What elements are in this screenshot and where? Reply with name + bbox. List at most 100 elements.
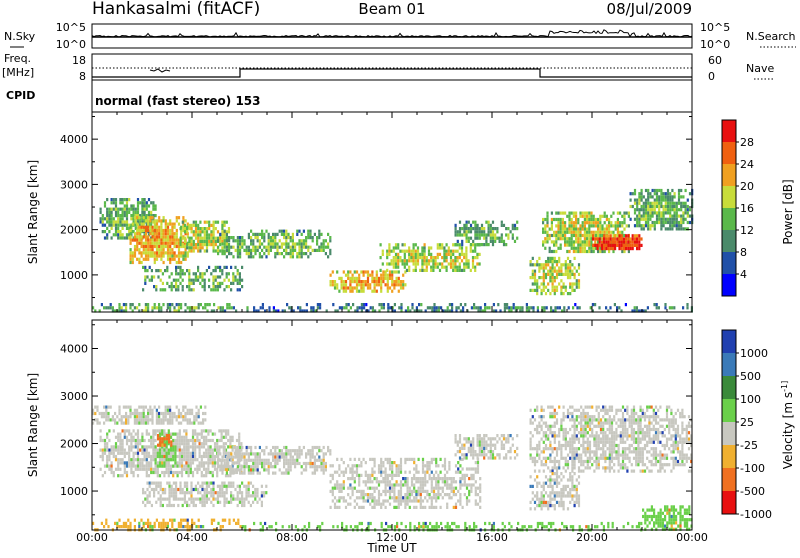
echo-cell [415,266,417,269]
echo-cell [347,477,349,480]
echo-cell [459,269,461,272]
echo-cell [542,221,544,224]
echo-cell [573,247,575,250]
echo-cell [121,422,123,425]
echo-cell [179,445,181,448]
echo-cell [193,233,195,236]
echo-cell [94,406,96,409]
echo-cell [204,237,206,240]
echo-cell [144,201,146,204]
echo-cell [426,490,428,493]
echo-cell [429,461,431,464]
echo-cell [638,234,640,237]
echo-cell [356,474,358,477]
echo-cell [349,471,351,474]
echo-cell [204,412,206,415]
echo-cell [433,474,435,477]
echo-cell [647,221,649,224]
echo-cell [352,477,354,480]
echo-cell [248,465,250,468]
echo-cell [361,303,363,306]
echo-cell [133,204,135,207]
echo-cell [241,494,243,497]
echo-cell [130,235,132,238]
echo-cell [682,306,684,309]
echo-cell [576,282,578,285]
echo-cell [252,491,254,494]
echo-cell [417,250,419,253]
echo-cell [397,243,399,246]
echo-cell [632,247,634,250]
echo-cell [226,456,228,459]
echo-cell [492,456,494,459]
echo-cell [263,246,265,249]
echo-cell [137,439,139,442]
echo-cell [566,244,568,247]
echo-cell [367,496,369,499]
echo-cell [141,452,143,455]
echo-cell [413,246,415,249]
echo-cell [513,306,515,309]
echo-cell [557,306,559,309]
echo-cell [415,467,417,470]
echo-cell [671,189,673,192]
echo-cell [186,501,188,504]
echo-cell [175,485,177,488]
echo-cell [358,506,360,509]
echo-cell [223,279,225,282]
echo-cell [212,449,214,452]
echo-cell [393,474,395,477]
echo-cell [107,412,109,415]
echo-cell [577,237,579,240]
echo-cell [451,480,453,483]
echo-cell [568,218,570,221]
echo-cell [124,214,126,217]
echo-cell [111,465,113,468]
echo-cell [645,221,647,224]
echo-cell [463,453,465,456]
echo-cell [360,493,362,496]
echo-cell [250,255,252,258]
echo-cell [426,493,428,496]
echo-cell [420,506,422,509]
echo-cell [176,406,178,409]
echo-cell [204,482,206,485]
echo-cell [169,232,171,235]
echo-cell [443,253,445,256]
echo-cell [197,482,199,485]
echo-cell [577,234,579,237]
echo-cell [407,477,409,480]
echo-cell [356,286,358,289]
echo-cell [155,204,157,207]
echo-cell [204,285,206,288]
echo-cell [430,266,432,269]
echo-cell [290,246,292,249]
echo-cell [577,250,579,253]
echo-cell [534,263,536,266]
echo-cell [179,498,181,501]
echo-cell [385,474,387,477]
echo-cell [575,218,577,221]
echo-cell [374,277,376,280]
echo-cell [195,415,197,418]
echo-cell [171,418,173,421]
echo-cell [599,224,601,227]
echo-cell [461,240,463,243]
echo-cell [599,221,601,224]
echo-cell [606,218,608,221]
echo-cell [196,436,198,439]
echo-cell [219,233,221,236]
echo-cell [660,199,662,202]
echo-cell [248,255,250,258]
echo-cell [567,276,569,279]
echo-cell [199,439,201,442]
echo-cell [190,279,192,282]
echo-cell [134,245,136,248]
echo-cell [442,477,444,480]
echo-cell [201,275,203,278]
echo-cell [148,468,150,471]
echo-cell [283,255,285,258]
echo-cell [147,235,149,238]
echo-cell [334,483,336,486]
echo-cell [660,192,662,195]
